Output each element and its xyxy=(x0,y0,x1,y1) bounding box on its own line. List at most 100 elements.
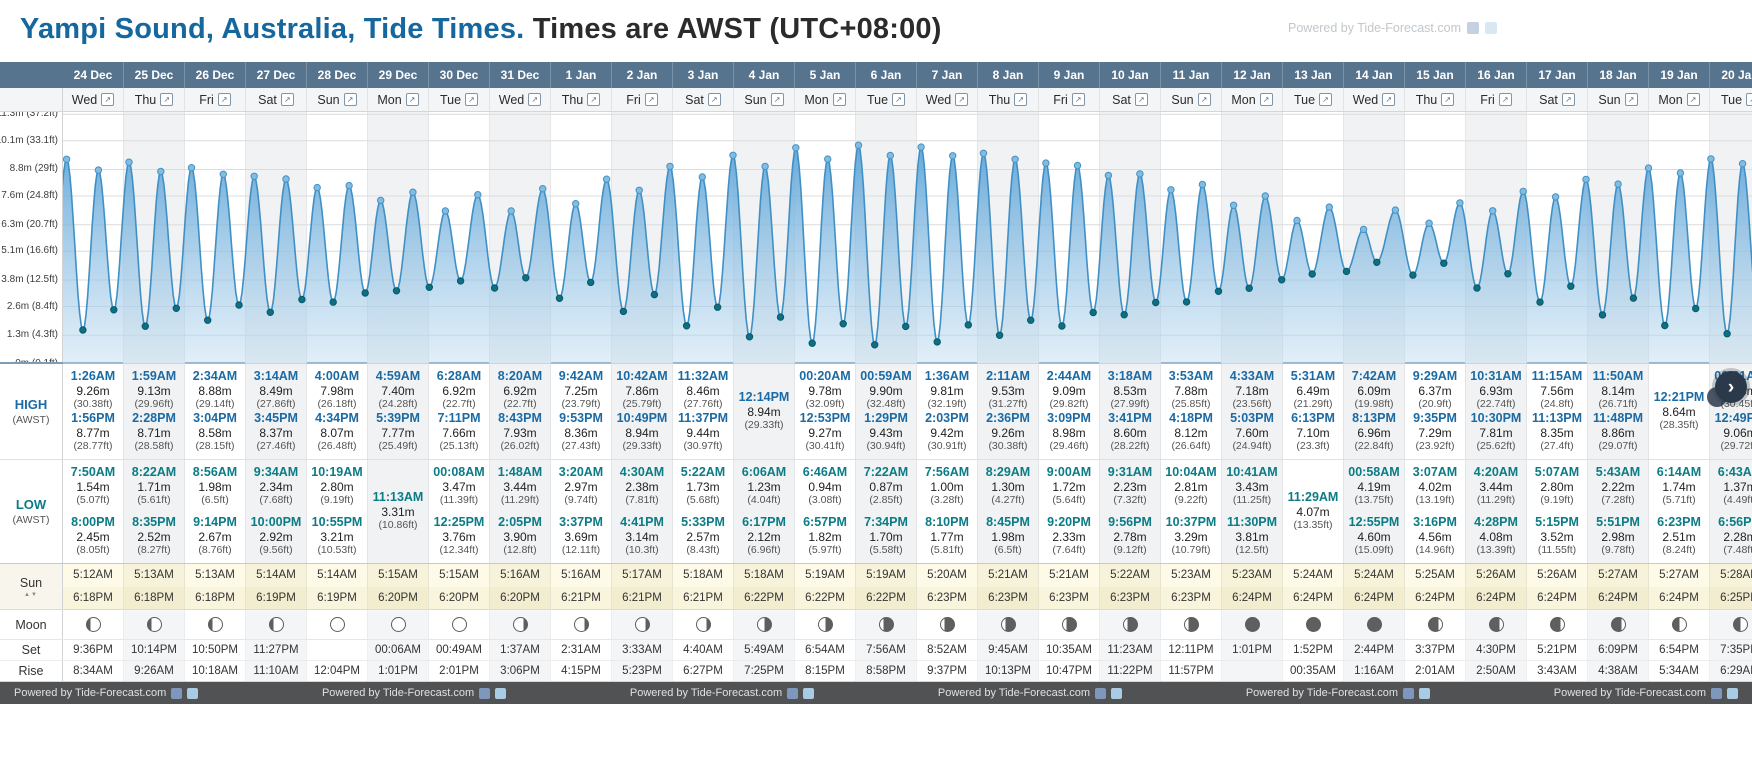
low-tide-time: 10:37PM xyxy=(1165,515,1217,529)
twitter-icon[interactable] xyxy=(803,687,815,699)
sunrise-time: 5:17AM xyxy=(612,564,672,587)
sunset-time: 6:24PM xyxy=(1222,587,1282,609)
low-tide-cell: 11:29AM 4.07m (13.35ft) xyxy=(1283,460,1344,563)
high-tide-height-ft: (23.92ft) xyxy=(1415,440,1455,452)
low-tide-time: 5:43AM xyxy=(1595,465,1641,479)
high-tide-height-m: 7.88m xyxy=(1174,384,1208,398)
expand-day-icon[interactable]: ↗ xyxy=(644,93,658,106)
twitter-icon[interactable] xyxy=(1485,22,1497,34)
low-tide-entry: 4:41PM 3.14m (10.3ft) xyxy=(612,515,672,557)
low-tide-entry: 8:10PM 1.77m (5.81ft) xyxy=(917,515,977,557)
powered-by-footer-item: Powered by Tide-Forecast.com xyxy=(1554,687,1738,699)
day-of-week-cell: Sat ↗ xyxy=(673,88,734,111)
sun-times-row: Sun ▲▼ 5:12AM 6:18PM 5:13AM 6:18PM 5:13AM 6:1… xyxy=(0,564,1752,610)
expand-day-icon[interactable]: ↗ xyxy=(1624,93,1638,106)
day-of-week-label: Thu xyxy=(1415,92,1438,107)
moonrise-time: 8:58PM xyxy=(856,661,917,681)
high-tide-cell: 4:00AM 7.98m (26.18ft) 4:34PM 8.07m (26.48ft) xyxy=(307,364,368,459)
high-tide-cell: 5:31AM 6.49m (21.29ft) 6:13PM 7.10m (23.3ft) xyxy=(1283,364,1344,459)
moon-phase-cell xyxy=(1649,610,1710,639)
high-tide-time: 3:18AM xyxy=(1107,369,1153,383)
facebook-icon[interactable] xyxy=(1467,22,1479,34)
expand-day-icon[interactable]: ↗ xyxy=(1686,93,1700,106)
expand-day-icon[interactable]: ↗ xyxy=(955,93,969,106)
low-tide-height-m: 1.72m xyxy=(1052,480,1086,494)
day-of-week-label: Wed xyxy=(498,92,525,107)
facebook-icon[interactable] xyxy=(479,687,491,699)
low-tide-entry: 4:20AM 3.44m (11.29ft) xyxy=(1466,465,1526,507)
moon-phase-cell xyxy=(1405,610,1466,639)
expand-day-icon[interactable]: ↗ xyxy=(217,93,231,106)
expand-day-icon[interactable]: ↗ xyxy=(707,93,721,106)
scroll-next-button[interactable]: › xyxy=(1715,371,1747,403)
expand-day-icon[interactable]: ↗ xyxy=(1197,93,1211,106)
expand-day-icon[interactable]: ↗ xyxy=(1561,93,1575,106)
sun-times-cell: 5:24AM 6:24PM xyxy=(1283,564,1344,609)
moonrise-time: 9:26AM xyxy=(124,661,185,681)
expand-day-icon[interactable]: ↗ xyxy=(280,93,294,106)
twitter-icon[interactable] xyxy=(187,687,199,699)
high-tide-height-ft: (25.49ft) xyxy=(378,440,418,452)
expand-day-icon[interactable]: ↗ xyxy=(1319,93,1333,106)
powered-by-footer-item: Powered by Tide-Forecast.com xyxy=(630,687,815,699)
moon-phase-icon-waning-crescent xyxy=(878,617,894,632)
expand-day-icon[interactable]: ↗ xyxy=(892,93,906,106)
sunset-time: 6:24PM xyxy=(1527,587,1587,609)
expand-day-icon[interactable]: ↗ xyxy=(770,93,784,106)
twitter-icon[interactable] xyxy=(1727,687,1738,699)
low-tide-height-m: 1.30m xyxy=(991,480,1025,494)
expand-day-icon[interactable]: ↗ xyxy=(1014,93,1028,106)
high-tide-height-m: 8.77m xyxy=(76,426,110,440)
expand-day-icon[interactable]: ↗ xyxy=(101,93,115,106)
low-tide-height-m: 2.97m xyxy=(564,480,598,494)
day-of-week-label: Mon xyxy=(377,92,402,107)
high-tide-height-ft: (29.14ft) xyxy=(195,398,235,410)
expand-day-icon[interactable]: ↗ xyxy=(1134,93,1148,106)
day-of-week-label: Fri xyxy=(1480,92,1495,107)
low-tide-height-m: 1.37m xyxy=(1723,480,1752,494)
expand-day-icon[interactable]: ↗ xyxy=(1071,93,1085,106)
twitter-icon[interactable] xyxy=(1419,687,1431,699)
low-tide-time: 4:41PM xyxy=(620,515,664,529)
sunrise-time: 5:16AM xyxy=(490,564,550,587)
expand-day-icon[interactable]: ↗ xyxy=(1382,93,1396,106)
axis-label: 7.6m (24.8ft) xyxy=(1,190,58,201)
high-tide-entry: 2:03PM 9.42m (30.91ft) xyxy=(917,411,977,453)
expand-day-icon[interactable]: ↗ xyxy=(1259,93,1273,106)
sun-times-cell: 5:17AM 6:21PM xyxy=(612,564,673,609)
twitter-icon[interactable] xyxy=(1111,687,1123,699)
moon-phase-cell xyxy=(734,610,795,639)
facebook-icon[interactable] xyxy=(1095,687,1107,699)
expand-day-icon[interactable]: ↗ xyxy=(465,93,479,106)
moon-phase-cell xyxy=(795,610,856,639)
expand-day-icon[interactable]: ↗ xyxy=(587,93,601,106)
high-tide-height-ft: (22.84ft) xyxy=(1354,440,1394,452)
expand-day-icon[interactable]: ↗ xyxy=(528,93,542,106)
sunrise-time: 5:26AM xyxy=(1527,564,1587,587)
moonset-time: 12:11PM xyxy=(1161,640,1222,660)
date-header-cell: 14 Jan xyxy=(1344,62,1405,88)
low-tide-height-ft: (10.53ft) xyxy=(317,544,357,556)
expand-day-icon[interactable]: ↗ xyxy=(832,93,846,106)
high-tide-height-ft: (31.27ft) xyxy=(988,398,1028,410)
expand-day-icon[interactable]: ↗ xyxy=(1498,93,1512,106)
moon-phase-cell xyxy=(917,610,978,639)
facebook-icon[interactable] xyxy=(787,687,799,699)
expand-day-icon[interactable]: ↗ xyxy=(160,93,174,106)
twitter-icon[interactable] xyxy=(495,687,507,699)
day-of-week-cell: Mon ↗ xyxy=(1222,88,1283,111)
facebook-icon[interactable] xyxy=(1711,687,1722,699)
moon-phase-icon-waning-crescent xyxy=(1000,617,1016,632)
sun-times-cell: 5:23AM 6:24PM xyxy=(1222,564,1283,609)
day-of-week-cell: Tue↗ xyxy=(1710,88,1752,111)
facebook-icon[interactable] xyxy=(171,687,183,699)
facebook-icon[interactable] xyxy=(1403,687,1415,699)
expand-day-icon[interactable]: ↗ xyxy=(1746,93,1752,106)
expand-day-icon[interactable]: ↗ xyxy=(343,93,357,106)
moonset-row-label: Set xyxy=(0,640,63,660)
high-tide-entry: 5:03PM 7.60m (24.94ft) xyxy=(1222,411,1282,453)
expand-day-icon[interactable]: ↗ xyxy=(405,93,419,106)
expand-day-icon[interactable]: ↗ xyxy=(1441,93,1455,106)
low-tide-height-ft: (7.68ft) xyxy=(259,494,293,506)
day-of-week-cell: Fri ↗ xyxy=(1466,88,1527,111)
